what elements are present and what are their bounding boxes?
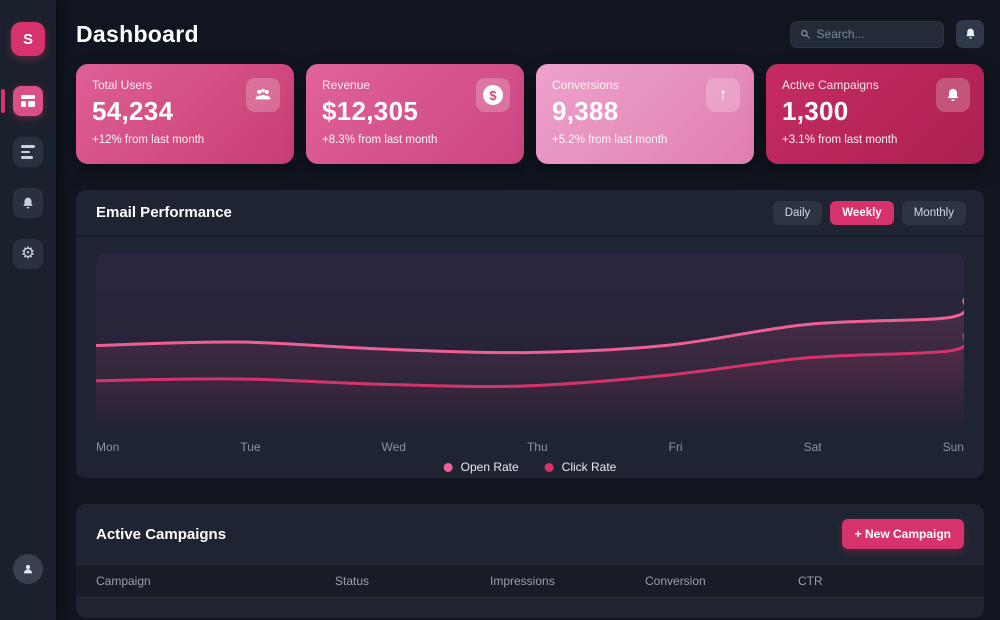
filter-daily[interactable]: Daily [772,200,823,225]
stat-card-conversions: Conversions 9,388 +5.2% from last month … [536,64,754,164]
legend-dot-icon [544,462,554,472]
legend-label: Open Rate [460,460,519,474]
stat-value: 9,388 [552,96,619,126]
x-tick: Fri [668,440,683,454]
email-performance-chart [96,254,964,430]
stat-icon-tile: $ [476,78,510,112]
dashboard-layout-icon [21,95,35,107]
page-title: Dashboard [76,20,199,47]
search-icon [801,29,810,39]
users-icon [255,88,271,100]
legend-open-rate: Open Rate [443,460,519,474]
x-tick: Tue [240,440,261,454]
x-tick: Thu [526,440,548,454]
filter-monthly[interactable]: Monthly [901,200,966,225]
stat-icon-tile: ↑ [706,78,740,112]
email-performance-panel: Email Performance Daily Weekly Monthly [76,190,984,478]
bell-icon [23,197,33,208]
app-logo[interactable]: S [11,22,45,56]
search-box [790,20,944,48]
active-campaigns-panel: Active Campaigns + New Campaign Campaign… [76,504,984,618]
bell-icon [965,28,975,39]
panel-title: Active Campaigns [96,525,227,543]
main-content: Dashboard Total Users 54,234 +12% from l… [56,0,1000,618]
stat-value: $12,305 [322,96,419,126]
list-lines-icon [21,145,35,159]
stat-value: 54,234 [92,96,174,126]
chart-range-filters: Daily Weekly Monthly [772,200,966,225]
column-ctr: CTR [798,574,823,588]
stat-label: Total Users [92,78,153,92]
column-status: Status [335,574,370,588]
bell-icon [947,88,959,101]
stat-icon-tile [246,78,280,112]
sidebar-item-dashboard[interactable] [1,86,43,116]
email-performance-header: Email Performance Daily Weekly Monthly [76,190,984,236]
stat-cards: Total Users 54,234 +12% from last month … [76,64,984,164]
stat-label: Conversions [552,78,619,92]
column-conversion: Conversion [645,574,706,588]
sidebar-nav: ⚙ [1,86,43,269]
stat-label: Revenue [322,78,371,92]
stat-value: 1,300 [782,96,849,126]
app-logo-letter: S [22,30,33,48]
topbar: Dashboard [76,20,984,48]
arrow-up-icon: ↑ [718,85,728,104]
sidebar-item-settings[interactable]: ⚙ [13,239,43,269]
x-tick: Wed [381,440,406,454]
stat-card-active-campaigns: Active Campaigns 1,300 +3.1% from last m… [766,64,984,164]
stat-card-revenue: Revenue $12,305 +8.3% from last month $ [306,64,524,164]
campaigns-table-header: Campaign Status Impressions Conversion C… [76,564,984,598]
stat-delta: +3.1% from last month [782,134,898,146]
stat-icon-tile [936,78,970,112]
sidebar-avatar[interactable] [13,554,43,584]
chart-legend: Open Rate Click Rate [443,460,617,474]
stat-delta: +12% from last month [92,134,205,146]
search-input[interactable] [816,27,934,41]
column-impressions: Impressions [490,574,555,588]
sidebar: S ⚙ [0,0,56,620]
sidebar-item-notifications[interactable] [13,188,43,218]
dollar-icon: $ [483,85,503,105]
gear-icon: ⚙ [20,245,36,262]
stat-label: Active Campaigns [782,78,879,92]
x-tick: Sun [942,440,964,454]
active-campaigns-header: Active Campaigns + New Campaign [76,504,984,564]
stat-delta: +8.3% from last month [322,134,438,146]
column-campaign: Campaign [96,574,151,588]
x-tick: Mon [96,440,120,454]
legend-dot-icon [443,462,453,472]
x-axis-labels: Mon Tue Wed Thu Fri Sat Sun [96,440,964,466]
chart-section: Mon Tue Wed Thu Fri Sat Sun Open Rate Cl… [76,236,984,478]
legend-label: Click Rate [561,460,617,474]
new-campaign-button[interactable]: + New Campaign [841,519,964,549]
campaigns-table-body [76,598,984,618]
x-tick: Sat [803,440,822,454]
stat-card-total-users: Total Users 54,234 +12% from last month [76,64,294,164]
legend-click-rate: Click Rate [544,460,617,474]
sidebar-item-reports[interactable] [13,137,43,167]
user-avatar-icon [23,564,33,574]
stat-delta: +5.2% from last month [552,134,668,146]
filter-weekly[interactable]: Weekly [830,200,894,225]
panel-title: Email Performance [96,204,232,221]
notifications-button[interactable] [956,20,984,48]
